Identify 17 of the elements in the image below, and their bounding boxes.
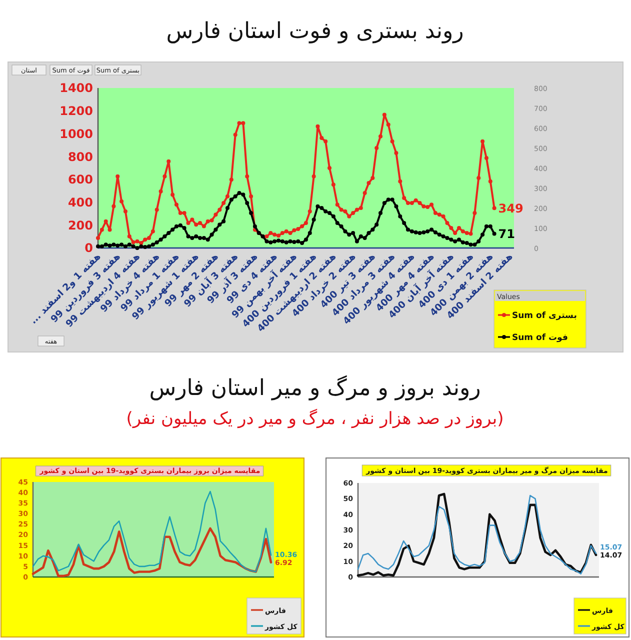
- legend-label: Sum of فوت: [512, 333, 568, 343]
- line-series: [32, 527, 272, 578]
- y-tick-label: 1400: [60, 81, 93, 96]
- data-label: 71: [498, 227, 516, 241]
- text: (بروز در صد هزار نفر ، مرگ و میر در یک میلیون نفر): [126, 408, 504, 429]
- y-tick-label: 400: [68, 195, 93, 210]
- y-tick-label: 600: [68, 172, 93, 187]
- y-tick-label: 200: [68, 218, 93, 232]
- legend-label: Sum of بستری: [512, 311, 577, 321]
- y-tick-label: 0: [84, 241, 93, 256]
- y-tick-label: 1000: [60, 126, 93, 141]
- y-tick-label: 1200: [60, 104, 93, 118]
- data-label: 349: [498, 201, 524, 216]
- line-series: [32, 490, 272, 572]
- y-tick-label: 800: [68, 150, 93, 164]
- text: روند بروز و مرگ و میر استان فارس: [149, 375, 481, 401]
- chart-title: روند بستری و فوت استان فارس: [166, 19, 464, 44]
